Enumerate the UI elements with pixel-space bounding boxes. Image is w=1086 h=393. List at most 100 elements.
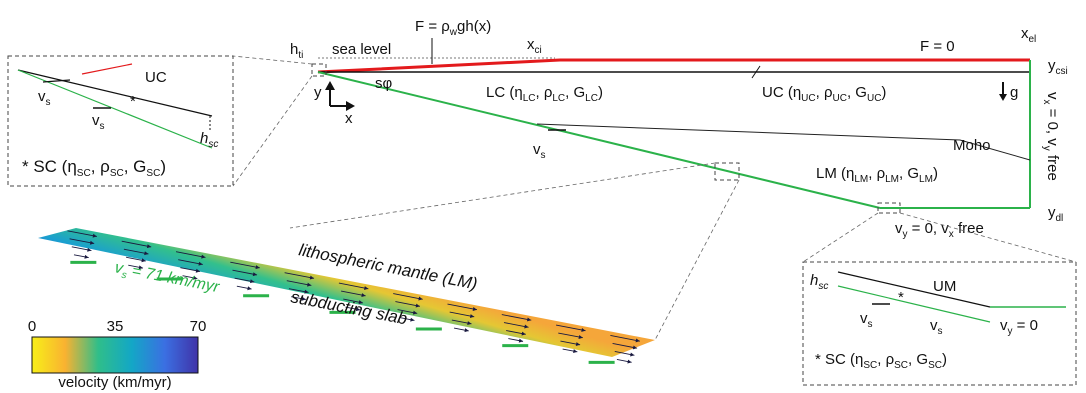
axis-x-head — [346, 101, 355, 111]
velocity-arrow-head — [518, 338, 524, 343]
y-dl-label: ydl — [1048, 204, 1063, 224]
velocity-arrow — [230, 261, 260, 269]
inset-left-legend: * SC (ηSC, ρSC, GSC) — [22, 157, 166, 179]
x-ci-label: xci — [527, 36, 542, 56]
inset-right-legend: * SC (ηSC, ρSC, GSC) — [815, 351, 947, 371]
vs-label: vs — [533, 141, 546, 161]
inset-left-vs-top-label: vs — [38, 88, 51, 108]
inset-left-uc-label: UC — [145, 69, 167, 86]
velocity-arrow-head — [307, 282, 312, 287]
velocity-arrow-head — [201, 254, 206, 259]
leader-right-top — [802, 212, 879, 263]
gravity-head — [999, 94, 1007, 101]
velocity-arrow-head — [304, 289, 309, 294]
lithospheric-mantle-label: LM (ηLM, ρLM, GLM) — [816, 165, 938, 185]
velocity-arrow-head — [472, 307, 477, 311]
axis-y-head — [325, 81, 335, 90]
inset-right-star: * — [898, 289, 904, 306]
velocity-arrow — [123, 248, 149, 255]
velocity-arrow — [121, 240, 152, 248]
inset-box-zoom — [714, 162, 740, 181]
velocity-arrow-head — [355, 307, 361, 312]
velocity-arrow-head — [364, 286, 369, 291]
velocity-arrow — [284, 272, 315, 279]
velocity-arrow-head — [575, 342, 581, 347]
lower-crust-label: LC (ηLC, ρLC, GLC) — [486, 84, 603, 104]
velocity-arrow-head — [469, 314, 475, 319]
right-boundary-condition-label: vx = 0, vy free — [1041, 92, 1061, 181]
velocity-arrow-head — [195, 268, 201, 273]
uc-tick — [751, 65, 761, 79]
velocity-arrow — [286, 280, 312, 286]
load-label: F = ρwgh(x) — [415, 18, 491, 38]
inset-right-vs-right-label: vs — [930, 317, 943, 337]
velocity-arrow — [558, 332, 583, 339]
velocity-arrow — [612, 343, 638, 349]
velocity-arrow-head — [627, 359, 632, 364]
bottom-boundary-condition-label: vy = 0, vx free — [895, 220, 984, 240]
velocity-arrow — [449, 311, 475, 318]
f-zero-label: F = 0 — [920, 38, 955, 55]
velocity-arrow-head — [632, 345, 638, 350]
inset-right-vy-label: vy = 0 — [1000, 317, 1038, 337]
velocity-arrow — [232, 269, 258, 276]
velocity-arrow — [501, 314, 532, 321]
velocity-arrow-head — [361, 293, 366, 298]
colorbar-tick-35: 35 — [107, 318, 124, 335]
inset-left-star: * — [130, 93, 136, 110]
velocity-arrow-head — [415, 303, 420, 308]
y-csi-label: ycsi — [1048, 57, 1068, 77]
upper-crust-label: UC (ηUC, ρUC, GUC) — [762, 84, 886, 104]
velocity-arrow — [556, 324, 586, 332]
inset-right: UM * hsc vs vs vy = 0 * SC (ηSC, ρSC, GS… — [802, 261, 1077, 386]
inset-right-slab-line — [837, 285, 991, 323]
inset-left-frame — [7, 55, 234, 187]
velocity-arrow — [395, 301, 421, 307]
inset-left-vs-arrow — [42, 79, 71, 83]
velocity-colorbar: 0 35 70 velocity (km/myr) — [28, 318, 207, 391]
velocity-arrow-head — [141, 258, 146, 263]
velocity-arrow-head — [581, 327, 586, 332]
leader-left-bottom — [232, 75, 313, 187]
velocity-arrow-head — [144, 251, 149, 256]
velocity-arrow — [447, 303, 478, 311]
leader-left-top — [232, 55, 313, 65]
velocity-arrow-head — [526, 317, 532, 322]
velocity-arrow-head — [635, 338, 640, 343]
velocity-arrow-head — [418, 296, 423, 301]
velocity-arrow — [393, 293, 423, 300]
velocity-arrow-head — [358, 300, 363, 305]
velocity-arrow-head — [464, 328, 469, 333]
velocity-arrow-head — [89, 240, 95, 245]
dip-angle-label: sφ — [375, 75, 393, 92]
inset-right-h-label: hsc — [810, 272, 828, 292]
velocity-arrow-head — [410, 317, 415, 322]
velocity-arrow-head — [309, 275, 315, 280]
velocity-arrow-head — [255, 265, 260, 270]
leader-right-bottom — [899, 212, 1077, 263]
leader-zoom-bottom — [654, 179, 740, 341]
velocity-arrow-head — [92, 233, 97, 238]
velocity-arrow — [610, 335, 640, 342]
velocity-arrow — [175, 251, 206, 258]
velocity-arrow-head — [521, 331, 526, 336]
velocity-arrow — [341, 290, 366, 297]
inset-left: UC * vs vs hsc * SC (ηSC, ρSC, GSC) — [7, 55, 234, 187]
velocity-arrow-head — [192, 275, 198, 280]
velocity-arrow — [503, 322, 529, 328]
velocity-arrow — [178, 259, 203, 265]
main-model: hti sea level F = ρwgh(x) xci F = 0 xel … — [290, 18, 1068, 240]
inset-left-red-line — [81, 63, 133, 75]
colorbar-gradient — [31, 336, 199, 374]
sea-level-label: sea level — [332, 41, 391, 58]
inset-left-h-label: hsc — [200, 130, 218, 150]
x-el-label: xel — [1021, 25, 1036, 45]
axis-x-label: x — [345, 110, 353, 127]
inset-left-vs-bottom-label: vs — [92, 112, 105, 132]
inset-right-um-line — [837, 271, 991, 308]
velocity-arrow-head — [250, 279, 255, 284]
velocity-arrow-head — [198, 261, 203, 266]
velocity-arrow-head — [87, 247, 92, 252]
velocity-arrow — [67, 230, 97, 237]
